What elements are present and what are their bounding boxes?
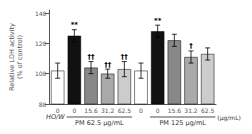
svg-text:0: 0 (56, 107, 60, 114)
svg-text:**: ** (154, 17, 162, 25)
svg-text:62.5: 62.5 (118, 107, 132, 114)
svg-text:31.2: 31.2 (101, 107, 115, 114)
svg-text:PM 62.5 μg/mL: PM 62.5 μg/mL (75, 119, 124, 127)
svg-text:††: †† (88, 53, 96, 61)
svg-text:(μg/mL): (μg/mL) (217, 114, 241, 122)
svg-text:Relative LDH activity: Relative LDH activity (8, 23, 16, 91)
svg-text:15.6: 15.6 (168, 107, 182, 114)
svg-text:140: 140 (35, 10, 47, 17)
svg-text:††: †† (104, 61, 112, 69)
svg-text:15.6: 15.6 (84, 107, 98, 114)
svg-text:31.2: 31.2 (184, 107, 198, 114)
svg-text:80: 80 (39, 101, 47, 108)
svg-text:HO/W: HO/W (46, 113, 65, 121)
svg-text:62.5: 62.5 (201, 107, 215, 114)
svg-text:120: 120 (35, 40, 47, 47)
svg-text:(% of control): (% of control) (16, 35, 24, 79)
svg-text:0: 0 (156, 107, 160, 114)
svg-text:0: 0 (72, 107, 76, 114)
svg-text:†: † (189, 42, 193, 50)
svg-text:0: 0 (139, 107, 143, 114)
svg-text:PM 125 μg/mL: PM 125 μg/mL (159, 119, 206, 127)
svg-text:100: 100 (35, 70, 47, 77)
svg-text:**: ** (71, 21, 79, 29)
svg-text:††: †† (121, 53, 128, 61)
